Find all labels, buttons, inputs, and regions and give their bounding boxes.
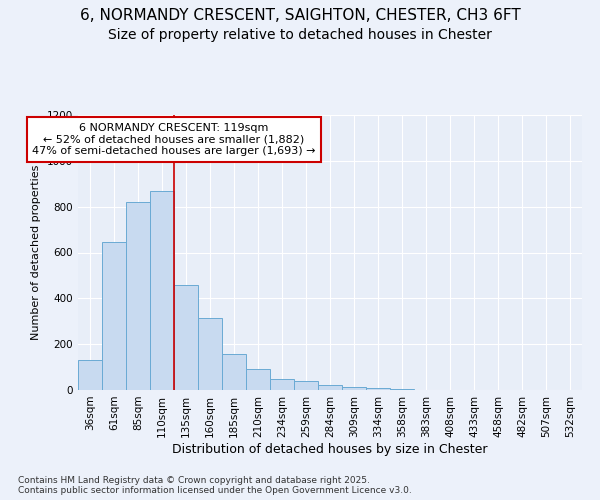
Text: Contains HM Land Registry data © Crown copyright and database right 2025.
Contai: Contains HM Land Registry data © Crown c… (18, 476, 412, 495)
Bar (390, 389, 414, 390)
Text: 6 NORMANDY CRESCENT: 119sqm
← 52% of detached houses are smaller (1,882)
47% of : 6 NORMANDY CRESCENT: 119sqm ← 52% of det… (32, 123, 316, 156)
Bar (126, 202, 150, 390)
Bar (342, 386, 366, 390)
Bar (198, 318, 222, 390)
Bar (222, 354, 246, 390)
Bar (78, 360, 102, 390)
Bar (150, 190, 174, 390)
Text: 6, NORMANDY CRESCENT, SAIGHTON, CHESTER, CH3 6FT: 6, NORMANDY CRESCENT, SAIGHTON, CHESTER,… (80, 8, 520, 22)
Bar (366, 388, 390, 390)
X-axis label: Distribution of detached houses by size in Chester: Distribution of detached houses by size … (172, 442, 488, 456)
Bar (174, 284, 198, 390)
Text: Size of property relative to detached houses in Chester: Size of property relative to detached ho… (108, 28, 492, 42)
Y-axis label: Number of detached properties: Number of detached properties (31, 165, 41, 340)
Bar (294, 382, 318, 390)
Bar (246, 370, 270, 390)
Bar (318, 386, 342, 390)
Bar (270, 379, 294, 390)
Bar (102, 242, 126, 390)
